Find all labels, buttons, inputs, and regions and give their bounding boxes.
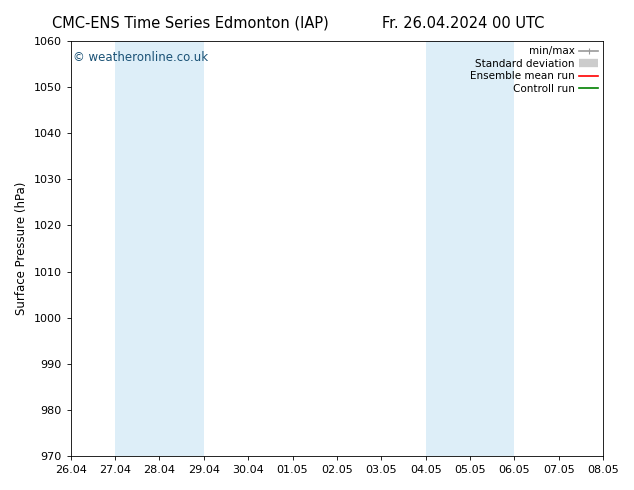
Text: © weatheronline.co.uk: © weatheronline.co.uk bbox=[74, 51, 209, 64]
Y-axis label: Surface Pressure (hPa): Surface Pressure (hPa) bbox=[15, 182, 28, 315]
Bar bbox=[115, 41, 204, 456]
Text: Fr. 26.04.2024 00 UTC: Fr. 26.04.2024 00 UTC bbox=[382, 16, 544, 31]
Text: CMC-ENS Time Series Edmonton (IAP): CMC-ENS Time Series Edmonton (IAP) bbox=[52, 16, 328, 31]
Legend: min/max, Standard deviation, Ensemble mean run, Controll run: min/max, Standard deviation, Ensemble me… bbox=[470, 46, 598, 94]
Bar bbox=[425, 41, 514, 456]
